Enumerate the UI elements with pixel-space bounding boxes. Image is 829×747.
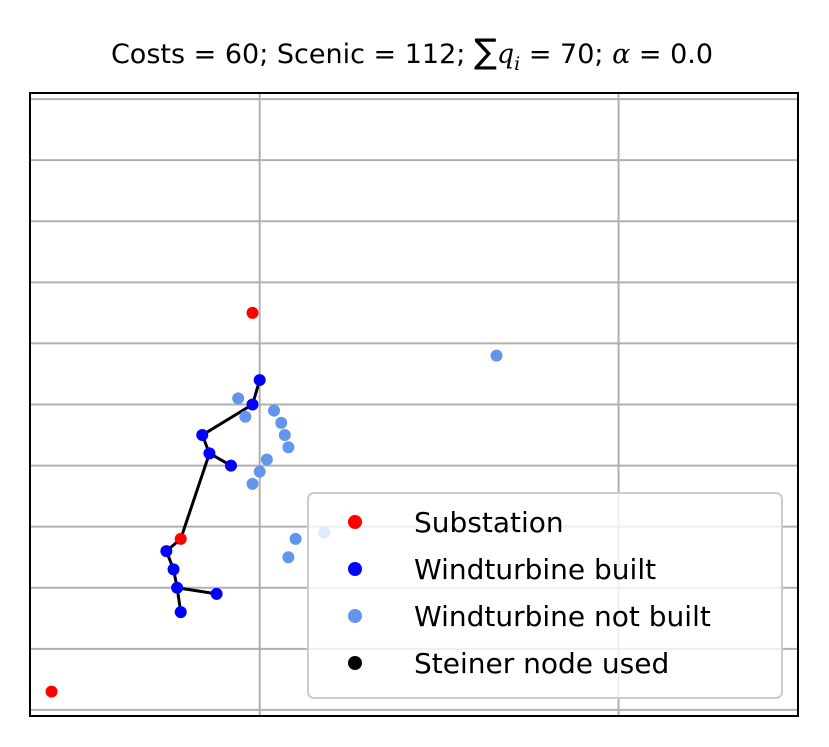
point-windturbine-built bbox=[167, 563, 180, 576]
point-windturbine-built bbox=[224, 459, 237, 472]
point-windturbine-not-built bbox=[232, 392, 245, 405]
legend-marker-steiner-node-used bbox=[348, 656, 362, 670]
point-windturbine-built bbox=[171, 581, 184, 594]
point-windturbine-not-built bbox=[239, 410, 252, 423]
title-alpha: α bbox=[612, 39, 630, 70]
point-windturbine-not-built bbox=[278, 429, 291, 442]
point-windturbine-built bbox=[196, 429, 209, 442]
point-substation bbox=[45, 685, 58, 698]
points bbox=[45, 306, 503, 698]
point-windturbine-built bbox=[253, 374, 266, 387]
title-middle: = 70; bbox=[520, 39, 612, 70]
point-windturbine-not-built bbox=[282, 441, 295, 454]
legend-label-windturbine-built: Windturbine built bbox=[414, 553, 656, 586]
legend-label-windturbine-not-built: Windturbine not built bbox=[414, 600, 711, 633]
point-windturbine-built bbox=[174, 606, 187, 619]
title-sum-symbol: ∑ bbox=[474, 32, 497, 72]
network-edge bbox=[179, 452, 211, 540]
title-prefix: Costs = 60; Scenic = 112; bbox=[111, 39, 474, 70]
point-windturbine-built bbox=[160, 545, 173, 558]
legend-box bbox=[307, 492, 783, 699]
point-windturbine-not-built bbox=[490, 349, 503, 362]
legend: Substation Windturbine built Windturbine n… bbox=[307, 492, 783, 699]
legend-label-substation: Substation bbox=[414, 506, 564, 539]
point-windturbine-not-built bbox=[275, 416, 288, 429]
point-substation bbox=[246, 306, 259, 319]
point-windturbine-built bbox=[246, 398, 259, 411]
legend-label-steiner-node-used: Steiner node used bbox=[414, 647, 669, 680]
point-windturbine-built bbox=[210, 587, 223, 600]
point-windturbine-not-built bbox=[289, 532, 302, 545]
title-sum-var: q bbox=[497, 39, 514, 70]
legend-marker-windturbine-built bbox=[348, 562, 362, 576]
plot-frame bbox=[29, 92, 799, 717]
point-windturbine-not-built bbox=[246, 477, 259, 490]
point-windturbine-not-built bbox=[253, 465, 266, 478]
point-windturbine-not-built bbox=[260, 453, 273, 466]
title-suffix: = 0.0 bbox=[630, 39, 713, 70]
point-windturbine-built bbox=[203, 447, 216, 460]
legend-marker-windturbine-not-built bbox=[348, 609, 362, 623]
legend-marker-substation bbox=[348, 515, 362, 529]
title-sum-sub: i bbox=[514, 53, 520, 75]
point-substation bbox=[174, 532, 187, 545]
point-windturbine-not-built bbox=[282, 551, 295, 564]
network-edge bbox=[201, 403, 254, 437]
chart-title: Costs = 60; Scenic = 112; ∑qi = 70; α = … bbox=[111, 32, 713, 75]
point-windturbine-not-built bbox=[268, 404, 281, 417]
network-edge bbox=[176, 586, 217, 596]
